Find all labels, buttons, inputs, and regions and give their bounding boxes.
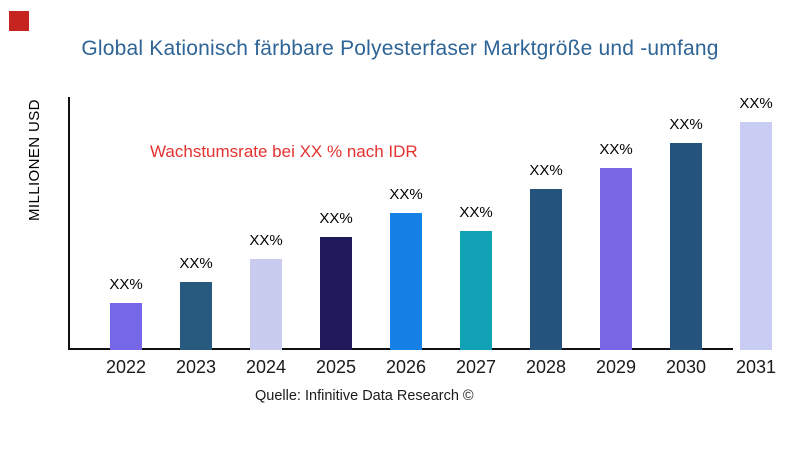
- x-tick-label-2023: 2023: [175, 357, 217, 377]
- bar-value-label: XX%: [179, 255, 213, 272]
- x-tick-label-2025: 2025: [315, 357, 357, 377]
- bar-2022: [110, 303, 142, 350]
- x-tick-label-2024: 2024: [245, 357, 287, 377]
- bar-value-label: XX%: [739, 95, 773, 112]
- y-axis-label: MILLIONEN USD: [26, 99, 43, 221]
- growth-rate-annotation: Wachstumsrate bei XX % nach IDR: [150, 142, 418, 161]
- x-tick-label-2022: 2022: [105, 357, 147, 377]
- bar-value-label: XX%: [319, 210, 353, 227]
- x-tick-label-2029: 2029: [595, 357, 637, 377]
- bar-value-label: XX%: [109, 276, 143, 293]
- bar-2031: [740, 122, 772, 350]
- bar-value-label: XX%: [669, 116, 703, 133]
- bar-value-label: XX%: [249, 232, 283, 249]
- bar-2024: [250, 259, 282, 350]
- red-square-logo: [9, 11, 29, 31]
- x-tick-label-2031: 2031: [735, 357, 777, 377]
- bar-2023: [180, 282, 212, 350]
- x-tick-label-2027: 2027: [455, 357, 497, 377]
- bar-value-label: XX%: [459, 204, 493, 221]
- bar-value-label: XX%: [529, 162, 563, 179]
- x-tick-label-2028: 2028: [525, 357, 567, 377]
- bar-value-label: XX%: [599, 141, 633, 158]
- chart-title: Global Kationisch färbbare Polyesterfase…: [81, 37, 719, 60]
- x-tick-label-2030: 2030: [665, 357, 707, 377]
- bar-value-label: XX%: [389, 186, 423, 203]
- bar-2029: [600, 168, 632, 350]
- bar-2030: [670, 143, 702, 350]
- y-axis-line: [68, 97, 70, 350]
- bar-2028: [530, 189, 562, 350]
- x-tick-label-2026: 2026: [385, 357, 427, 377]
- bar-2025: [320, 237, 352, 350]
- source-credit: Quelle: Infinitive Data Research ©: [255, 388, 474, 404]
- bar-2026: [390, 213, 422, 350]
- bar-2027: [460, 231, 492, 350]
